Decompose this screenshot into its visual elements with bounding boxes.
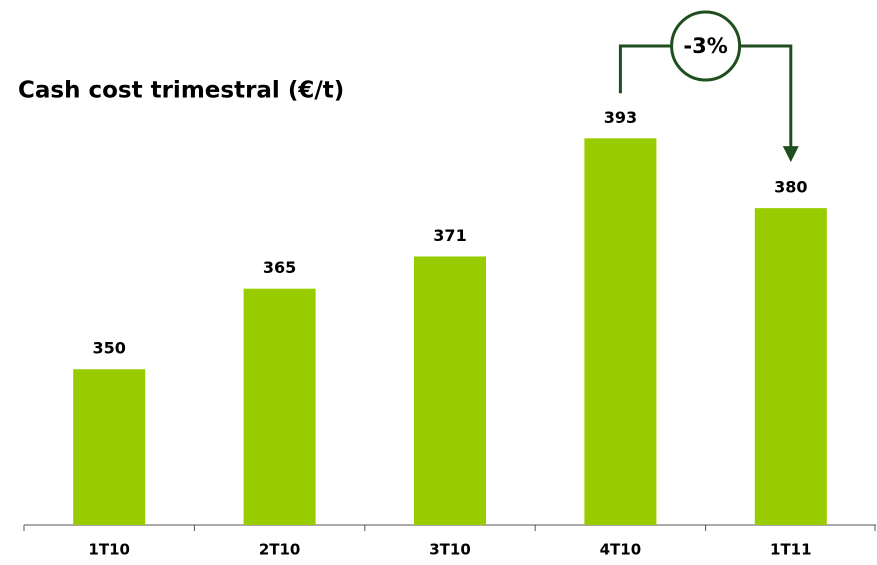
annotation-circle [670,10,742,82]
bar [243,288,316,525]
bar [73,369,146,525]
bar [414,256,486,525]
chart-title: Cash cost trimestral (€/t) [18,78,344,104]
bar [754,208,827,525]
annotation-label: -3% [683,34,727,58]
x-tick-label: 3T10 [429,541,471,559]
x-tick-label: 4T10 [600,541,642,559]
value-label: 393 [604,108,637,127]
value-label: 371 [433,226,466,245]
value-label: 380 [774,178,807,197]
x-tick-label: 1T10 [88,541,130,559]
x-tick-label: 1T11 [770,541,812,559]
x-tick-label: 2T10 [259,541,301,559]
value-label: 350 [92,339,125,358]
value-label: 365 [263,258,296,277]
annotation-arrowhead [782,146,799,163]
bar [584,138,657,525]
